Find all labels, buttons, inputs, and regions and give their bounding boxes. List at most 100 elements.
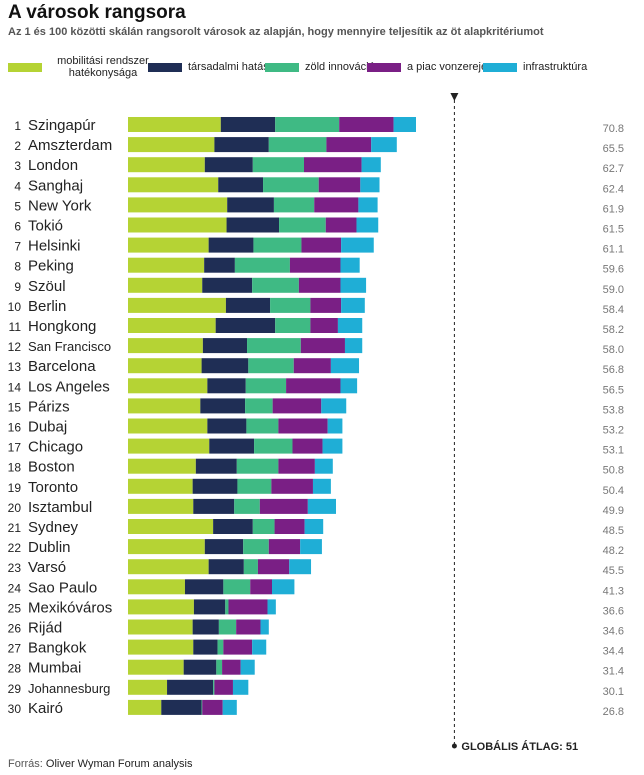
rank-label: 16 xyxy=(8,421,22,435)
bar-segment xyxy=(360,177,380,193)
score-label: 58.4 xyxy=(603,304,624,316)
bar-segment xyxy=(307,498,336,514)
bar-segment xyxy=(274,519,305,534)
legend-swatch-mobilitasi xyxy=(8,62,42,72)
rank-label: 2 xyxy=(14,139,21,153)
legend-label-piac: a piac vonzereje xyxy=(407,61,488,73)
bar-segment xyxy=(275,117,340,132)
bar-segment xyxy=(340,277,367,293)
average-label: GLOBÁLIS ÁTLAG: 51 xyxy=(461,740,578,753)
score-label: 59.6 xyxy=(603,264,624,276)
bar-segment xyxy=(304,519,324,534)
score-label: 41.3 xyxy=(603,585,624,597)
bar-segment xyxy=(234,257,290,273)
city-label: Kairó xyxy=(28,700,63,717)
score-label: 31.4 xyxy=(603,666,624,678)
bar-segment xyxy=(268,137,327,153)
bar-segment xyxy=(195,458,237,474)
score-label: 56.5 xyxy=(603,384,624,396)
city-label: New York xyxy=(28,197,92,214)
rank-label: 15 xyxy=(8,400,22,414)
rank-label: 10 xyxy=(8,300,22,314)
bar-segment xyxy=(314,458,333,474)
bar-segment xyxy=(289,559,312,575)
bar-segment xyxy=(234,498,260,514)
bar-segment xyxy=(128,217,227,233)
rank-label: 18 xyxy=(8,461,22,475)
bar-segment xyxy=(237,478,272,494)
bar-segment xyxy=(218,619,237,635)
bar-segment xyxy=(322,438,343,454)
city-label: Szingapúr xyxy=(28,117,96,134)
bar-segment xyxy=(128,197,228,213)
bar-segment xyxy=(312,478,331,494)
bar-segment xyxy=(248,358,294,374)
bar-segment xyxy=(232,679,249,695)
rank-label: 8 xyxy=(14,260,21,274)
bar-segment xyxy=(270,297,311,313)
city-label: London xyxy=(28,157,78,174)
bar-segment xyxy=(243,559,258,575)
average-marker-triangle xyxy=(450,93,459,101)
chart-subtitle: Az 1 és 100 közötti skálán rangsorolt vá… xyxy=(8,26,544,38)
city-label: Sydney xyxy=(28,519,79,536)
legend-label-tarsadalmi: társadalmi hatás xyxy=(188,61,269,73)
bar-segment xyxy=(128,137,215,153)
bar-segment xyxy=(341,237,374,253)
bar-segment xyxy=(202,338,248,354)
bar-segment xyxy=(193,599,226,615)
bar-segment xyxy=(272,398,322,414)
city-label: Hongkong xyxy=(28,318,96,335)
rank-label: 14 xyxy=(8,380,22,394)
city-label: Dublin xyxy=(28,539,71,556)
bar-segment xyxy=(243,539,269,555)
bar-segment xyxy=(272,579,295,595)
chart-legend: mobilitási rendszer hatékonysága társada… xyxy=(8,52,644,86)
bar-segment xyxy=(213,519,253,534)
city-label: Rijád xyxy=(28,620,62,637)
legend-swatch-infra xyxy=(483,62,517,72)
bar-segment xyxy=(254,438,293,454)
score-label: 65.5 xyxy=(603,143,624,155)
bar-segment xyxy=(167,679,214,695)
bar-segment xyxy=(128,639,194,655)
city-label: San Francisco xyxy=(28,339,111,354)
bar-segment xyxy=(278,458,315,474)
rank-label: 30 xyxy=(8,702,22,716)
score-label: 61.9 xyxy=(603,203,624,215)
bar-segment xyxy=(128,117,221,132)
score-label: 48.2 xyxy=(603,545,624,557)
rank-label: 13 xyxy=(8,360,22,374)
bar-segment xyxy=(128,659,184,675)
score-label: 53.2 xyxy=(603,425,624,437)
legend-label-infra: infrastruktúra xyxy=(523,61,588,73)
score-label: 36.6 xyxy=(603,605,624,617)
legend-label-zold: zöld innováció xyxy=(305,61,375,73)
bar-segment xyxy=(278,418,328,434)
bar-segment xyxy=(245,398,273,414)
city-label: Toronto xyxy=(28,479,78,496)
bar-segment xyxy=(128,438,210,454)
bar-segment xyxy=(128,378,208,394)
bar-segment xyxy=(260,619,269,635)
bar-segment xyxy=(214,137,269,153)
bar-segment xyxy=(293,358,331,374)
bar-segment xyxy=(215,318,276,333)
bar-segment xyxy=(252,639,267,655)
bar-segment xyxy=(204,257,235,273)
score-label: 61.5 xyxy=(603,224,624,236)
rank-label: 17 xyxy=(8,441,22,455)
bar-segment xyxy=(236,458,279,474)
city-label: Mexikóváros xyxy=(28,599,112,616)
legend-item-infra: infrastruktúra xyxy=(483,52,587,82)
source-label: Forrás: xyxy=(8,758,43,770)
city-label: Chicago xyxy=(28,439,83,456)
bar-segment xyxy=(208,559,244,575)
legend-item-tarsadalmi: társadalmi hatás xyxy=(148,52,269,82)
city-label: Barcelona xyxy=(28,358,96,375)
bar-segment xyxy=(304,157,362,173)
average-marker-dot xyxy=(451,743,457,749)
legend-label-mobilitasi: mobilitási rendszer hatékonysága xyxy=(57,55,149,79)
bar-segment xyxy=(321,398,347,414)
bar-segment xyxy=(246,418,279,434)
